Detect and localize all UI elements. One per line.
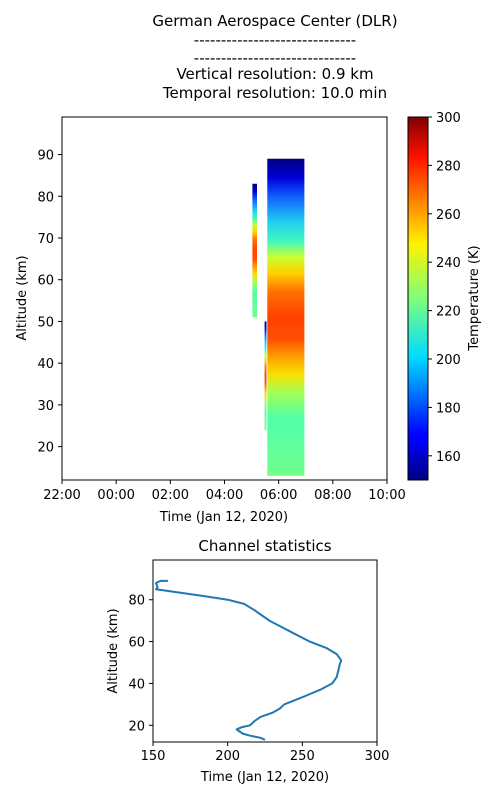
heatmap-x-tick-label: 10:00	[368, 488, 405, 503]
title-temporal-resolution: Temporal resolution: 10.0 min	[162, 84, 388, 102]
heatmap-x-tick-label: 08:00	[314, 488, 351, 503]
heatmap-y-tick-label: 30	[37, 399, 54, 414]
colorbar-tick-label: 240	[436, 256, 461, 271]
heatmap-panel: 22:00 00:00 02:00 04:00 06:00 08:00 10:00 20 30…	[15, 116, 406, 525]
heatmap-x-tick-label: 06:00	[260, 488, 297, 503]
line-y-tick-label: 80	[128, 594, 145, 609]
heatmap-y-ticks: 20 30 40 50 60 70 80 90	[37, 149, 62, 456]
line-y-tick-label: 60	[128, 636, 145, 651]
heatmap-y-tick-label: 70	[37, 232, 54, 247]
heatmap-y-tick-label: 80	[37, 190, 54, 205]
colorbar-gradient	[407, 116, 429, 481]
heatmap-y-tick-label: 50	[37, 315, 54, 330]
colorbar-tick-label: 200	[436, 353, 461, 368]
line-y-tick-label: 20	[128, 719, 145, 734]
heatmap-x-tick-label: 04:00	[206, 488, 243, 503]
heatmap-x-tick-label: 00:00	[97, 488, 134, 503]
line-x-tick-label: 300	[365, 749, 390, 764]
heatmap-x-axis-label: Time (Jan 12, 2020)	[159, 510, 288, 525]
colorbar-tick-label: 300	[436, 111, 461, 126]
line-y-tick-label: 40	[128, 677, 145, 692]
series-line	[155, 579, 343, 741]
line-x-tick-label: 200	[215, 749, 240, 764]
heatmap-plot-area	[62, 117, 387, 480]
colorbar-label: Temperature (K)	[467, 245, 482, 351]
heatmap-y-tick-label: 60	[37, 274, 54, 289]
heatmap-block	[267, 158, 305, 476]
line-x-tick-label: 250	[290, 749, 315, 764]
title-separator-2: ------------------------------	[193, 49, 357, 67]
heatmap-block	[264, 321, 267, 430]
colorbar-tick-label: 180	[436, 401, 461, 416]
line-x-ticks: 150 200 250 300	[141, 742, 390, 764]
title-institution: German Aerospace Center (DLR)	[152, 12, 398, 30]
heatmap-y-tick-label: 20	[37, 441, 54, 456]
line-y-ticks: 20 40 60 80	[128, 594, 153, 734]
line-chart-title: Channel statistics	[198, 537, 331, 555]
colorbar: 160 180 200 220 240 260 280 300 Temperature (K)	[407, 111, 482, 481]
title-vertical-resolution: Vertical resolution: 0.9 km	[176, 65, 374, 83]
heatmap-block	[252, 183, 257, 318]
heatmap-data-blocks	[252, 158, 305, 476]
heatmap-x-ticks: 22:00 00:00 02:00 04:00 06:00 08:00 10:00	[43, 480, 406, 503]
heatmap-y-axis-label: Altitude (km)	[15, 255, 30, 340]
colorbar-tick-label: 220	[436, 305, 461, 320]
line-plot-area	[152, 559, 378, 743]
colorbar-tick-label: 280	[436, 159, 461, 174]
title-separator-1: ------------------------------	[193, 31, 357, 49]
line-x-axis-label: Time (Jan 12, 2020)	[200, 770, 329, 785]
colorbar-ticks: 160 180 200 220 240 260 280 300	[428, 111, 461, 465]
line-x-tick-label: 150	[141, 749, 166, 764]
colorbar-tick-label: 260	[436, 208, 461, 223]
colorbar-tick-label: 160	[436, 450, 461, 465]
heatmap-y-tick-label: 90	[37, 149, 54, 164]
heatmap-y-tick-label: 40	[37, 357, 54, 372]
line-panel: Channel statistics 150 200 250 300 20 40 60 80…	[106, 537, 389, 785]
line-y-axis-label: Altitude (km)	[106, 608, 121, 693]
heatmap-x-tick-label: 22:00	[43, 488, 80, 503]
heatmap-x-tick-label: 02:00	[152, 488, 189, 503]
